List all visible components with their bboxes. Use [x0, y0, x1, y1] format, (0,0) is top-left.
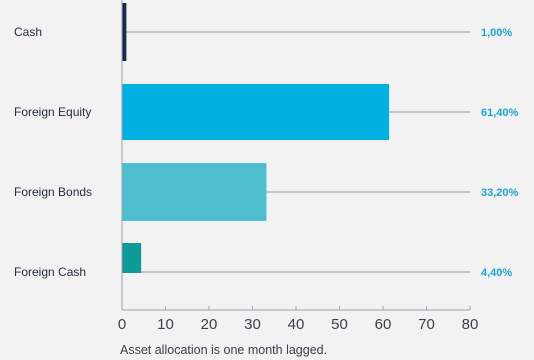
- x-tick-label: 30: [244, 316, 261, 333]
- x-tick-label: 50: [331, 316, 348, 333]
- x-tick-label: 20: [201, 316, 218, 333]
- category-label: Foreign Cash: [14, 265, 86, 279]
- bar: [122, 3, 127, 61]
- value-label: 1,00%: [481, 27, 512, 39]
- chart-caption: Asset allocation is one month lagged.: [120, 343, 327, 357]
- value-label: 4,40%: [481, 267, 512, 279]
- bar: [122, 243, 142, 273]
- x-tick-label: 40: [288, 316, 305, 333]
- category-label: Foreign Bonds: [14, 185, 92, 199]
- value-label: 61,40%: [481, 107, 519, 119]
- category-label: Foreign Equity: [14, 105, 91, 119]
- category-label: Cash: [14, 25, 42, 39]
- x-tick-label: 60: [375, 316, 392, 333]
- bar: [122, 84, 390, 140]
- x-tick-label: 80: [462, 316, 479, 333]
- x-tick-label: 70: [418, 316, 435, 333]
- x-tick-label: 0: [118, 316, 126, 333]
- value-label: 33,20%: [481, 187, 519, 199]
- x-tick-label: 10: [157, 316, 174, 333]
- bar: [122, 163, 267, 221]
